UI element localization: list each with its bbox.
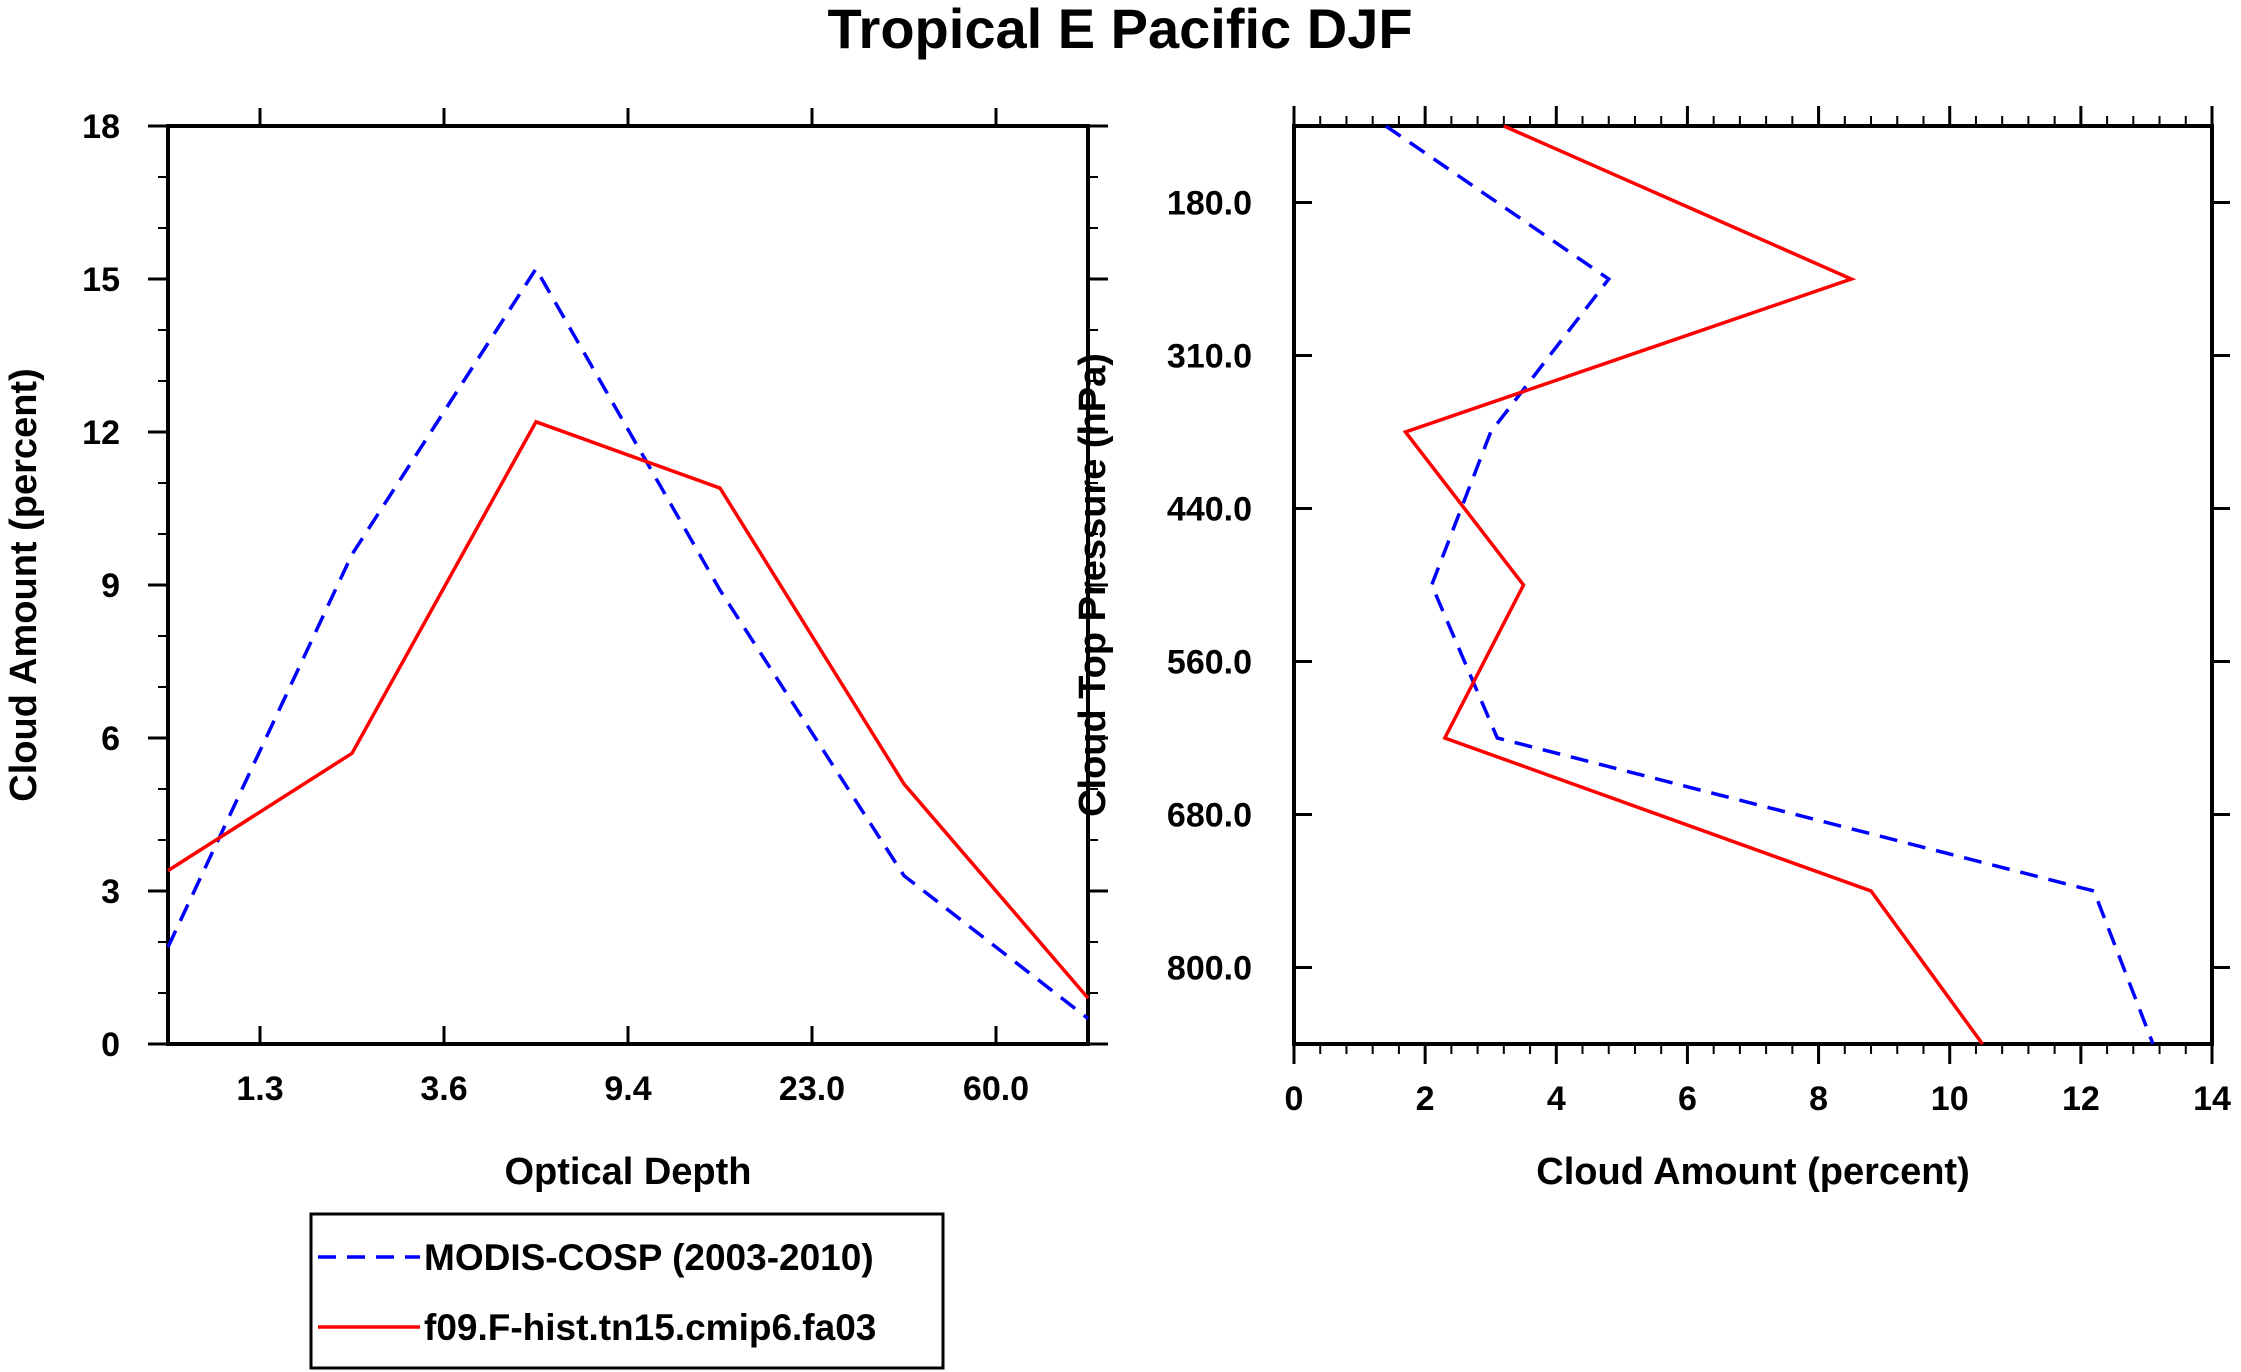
left-x-tick-label: 60.0 — [963, 1070, 1029, 1108]
right-x-tick-label: 4 — [1547, 1080, 1566, 1118]
right-axis-ticks — [1292, 106, 2230, 1064]
right-plot-frame — [1292, 124, 2214, 1046]
left-axis-ticks — [148, 108, 1108, 1046]
left-series-model-line — [167, 419, 1090, 1000]
left-x-tick-label: 3.6 — [420, 1070, 467, 1108]
figure-title: Tropical E Pacific DJF — [827, 0, 1412, 60]
right-y-tick-label: 180.0 — [1167, 185, 1252, 223]
legend-box — [309, 1212, 945, 1370]
cloud-top-pressure-panel: 0 2 4 6 8 10 12 14 180.0 310.0 440.0 560.0 680.0 800… — [1072, 106, 2231, 1193]
right-series-lines — [1384, 124, 2155, 1046]
right-x-axis-label: Cloud Amount (percent) — [1536, 1151, 1969, 1193]
left-y-tick-label: 18 — [82, 108, 120, 146]
left-x-tick-label: 9.4 — [604, 1070, 651, 1108]
left-y-tick-label: 0 — [101, 1026, 120, 1064]
left-y-tick-label: 3 — [101, 873, 120, 911]
right-y-tick-labels: 180.0 310.0 440.0 560.0 680.0 800.0 — [1167, 185, 1252, 988]
legend: MODIS-COSP (2003-2010) f09.F-hist.tn15.c… — [309, 1212, 945, 1370]
left-x-tick-labels: 1.3 3.6 9.4 23.0 60.0 — [236, 1070, 1029, 1108]
right-y-tick-label: 680.0 — [1167, 797, 1252, 835]
right-series-model-line — [1402, 124, 1984, 1046]
left-y-tick-label: 15 — [82, 261, 120, 299]
legend-label-model: f09.F-hist.tn15.cmip6.fa03 — [424, 1307, 876, 1348]
left-x-axis-label: Optical Depth — [504, 1151, 751, 1193]
right-x-tick-label: 10 — [1931, 1080, 1969, 1118]
left-x-tick-label: 1.3 — [236, 1070, 283, 1108]
left-x-tick-label: 23.0 — [779, 1070, 845, 1108]
right-y-axis-label: Cloud Top Pressure (hPa) — [1072, 353, 1114, 817]
left-series-lines — [166, 265, 1090, 1020]
right-x-tick-label: 8 — [1809, 1080, 1828, 1118]
left-y-tick-label: 9 — [101, 567, 120, 605]
right-x-tick-label: 6 — [1678, 1080, 1697, 1118]
left-y-tick-labels: 0 3 6 9 12 15 18 — [82, 108, 120, 1064]
left-y-tick-label: 12 — [82, 414, 120, 452]
left-series-modis-line — [166, 265, 1090, 1020]
optical-depth-panel: 1.3 3.6 9.4 23.0 60.0 0 3 6 9 12 15 18 Optical Dep… — [3, 108, 1108, 1193]
right-y-tick-label: 310.0 — [1167, 338, 1252, 376]
right-y-tick-label: 440.0 — [1167, 491, 1252, 529]
right-x-tick-label: 12 — [2062, 1080, 2100, 1118]
right-y-tick-label: 800.0 — [1167, 950, 1252, 988]
right-x-tick-label: 2 — [1416, 1080, 1435, 1118]
right-y-tick-label: 560.0 — [1167, 644, 1252, 682]
legend-label-modis: MODIS-COSP (2003-2010) — [424, 1237, 874, 1278]
left-y-tick-label: 6 — [101, 720, 120, 758]
left-y-axis-label: Cloud Amount (percent) — [3, 368, 45, 801]
right-x-tick-label: 0 — [1285, 1080, 1304, 1118]
right-x-tick-label: 14 — [2193, 1080, 2231, 1118]
right-series-modis-line — [1384, 124, 2155, 1045]
right-x-tick-labels: 0 2 4 6 8 10 12 14 — [1285, 1080, 2231, 1118]
